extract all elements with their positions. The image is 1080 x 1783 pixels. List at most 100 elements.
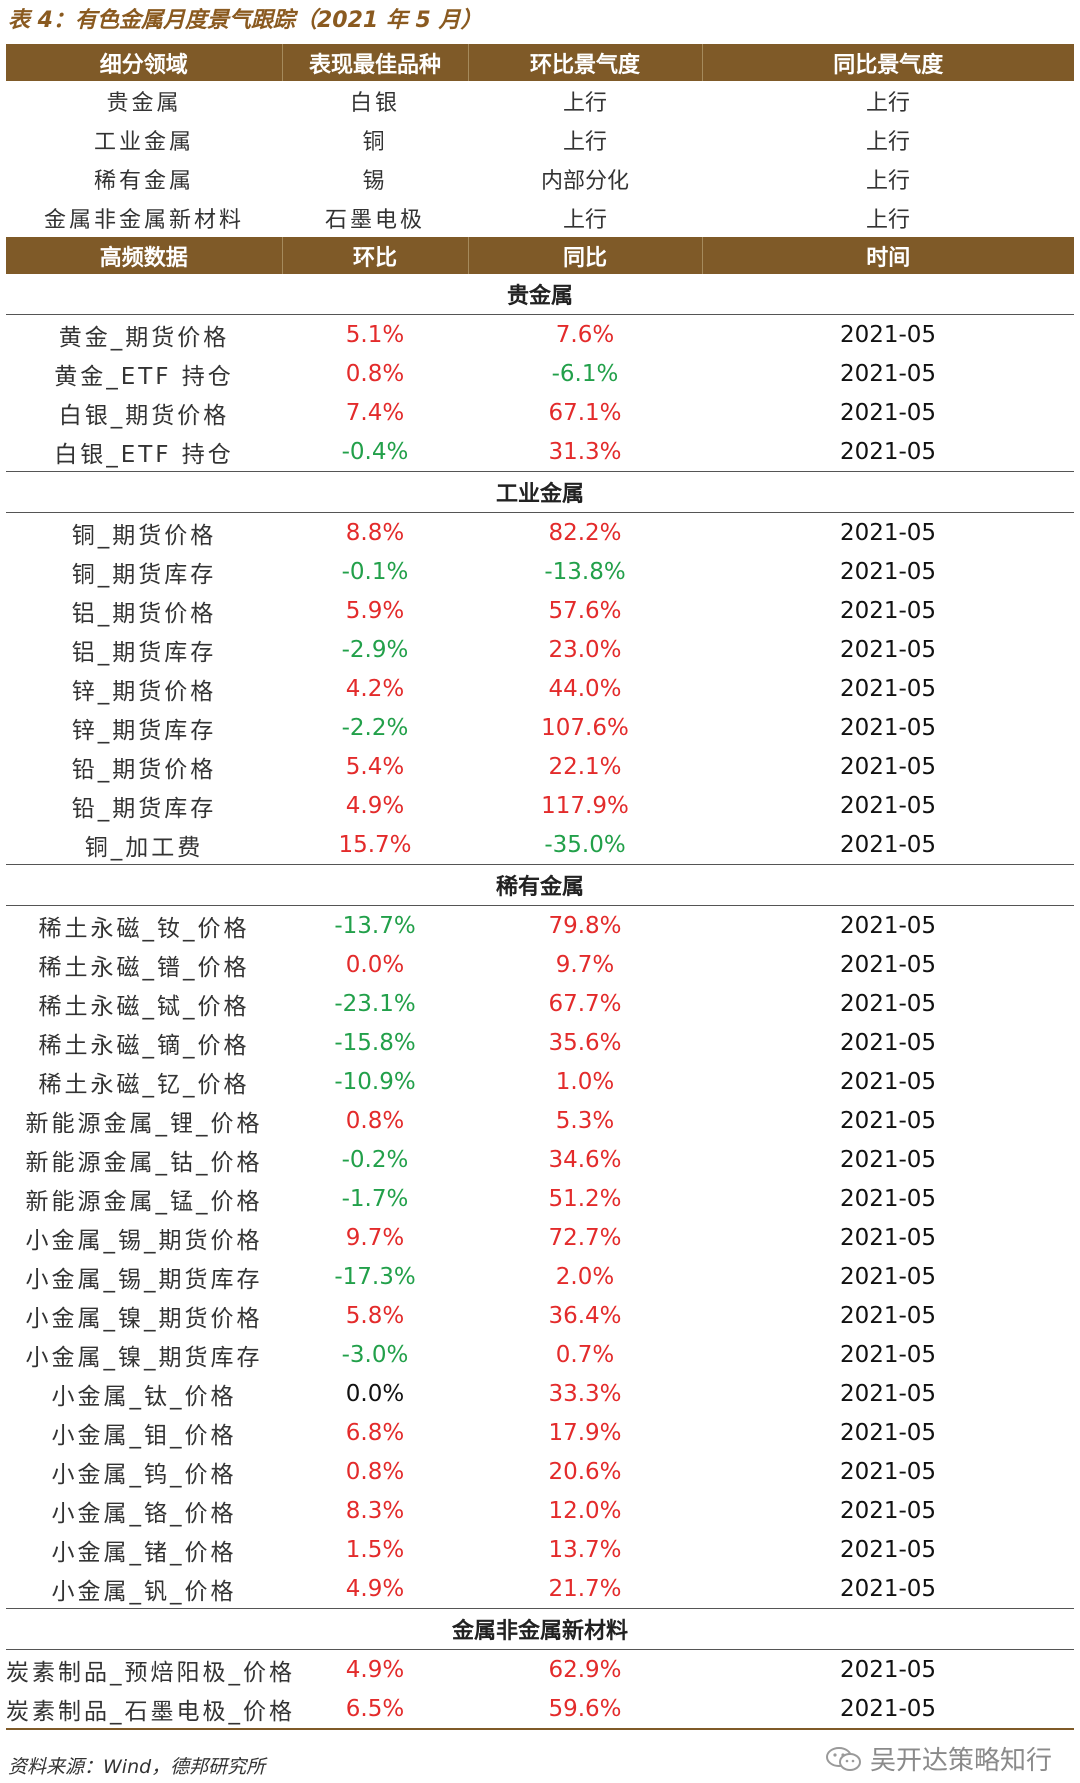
section-title: 工业金属 [6, 471, 1074, 513]
yoy-value: 117.9% [541, 792, 629, 819]
indicator-name: 铅_期货库存 [71, 795, 217, 822]
period: 2021-05 [839, 519, 937, 546]
summary-row: 金属非金属新材料 石墨电极 上行 上行 [6, 198, 1074, 237]
col-header-yoy: 同比 [468, 237, 703, 274]
data-row: 稀土永磁_镨_价格 0.0% 9.7% 2021-05 [6, 945, 1074, 984]
best-variety: 石墨电极 [324, 207, 425, 233]
indicator-name: 铜_期货库存 [71, 561, 217, 588]
col-header-hf-data: 高频数据 [6, 237, 283, 274]
data-row: 炭素制品_石墨电极_价格 6.5% 59.6% 2021-05 [6, 1689, 1074, 1730]
indicator-name: 稀土永磁_铽_价格 [38, 993, 250, 1020]
section-header-row: 金属非金属新材料 [6, 1608, 1074, 1650]
yoy-value: 34.6% [548, 1146, 622, 1173]
indicator-name: 小金属_钨_价格 [51, 1461, 237, 1488]
indicator-name: 锌_期货库存 [71, 717, 217, 744]
mom-value: 6.5% [282, 1689, 468, 1730]
indicator-name: 小金属_锡_期货库存 [25, 1266, 263, 1293]
indicator-name: 稀土永磁_钕_价格 [38, 915, 250, 942]
yoy-value: 0.7% [555, 1341, 615, 1368]
indicator-name: 小金属_镍_期货价格 [25, 1305, 263, 1332]
indicator-name: 稀土永磁_镝_价格 [38, 1032, 250, 1059]
mom-value: -0.1% [341, 558, 409, 585]
data-row: 新能源金属_钴_价格 -0.2% 34.6% 2021-05 [6, 1140, 1074, 1179]
mom-value: -0.4% [282, 432, 468, 472]
yoy-value: 17.9% [548, 1419, 622, 1446]
col-header-time: 时间 [702, 237, 1074, 274]
data-row: 稀土永磁_铽_价格 -23.1% 67.7% 2021-05 [6, 984, 1074, 1023]
yoy-value: 72.7% [548, 1224, 622, 1251]
data-row: 小金属_锡_期货价格 9.7% 72.7% 2021-05 [6, 1218, 1074, 1257]
indicator-name: 炭素制品_石墨电极_价格 [6, 1689, 292, 1730]
yoy-value: 82.2% [548, 519, 622, 546]
mom-value: -2.2% [341, 714, 409, 741]
data-row: 铅_期货库存 4.9% 117.9% 2021-05 [6, 786, 1074, 825]
best-variety: 锡 [362, 168, 388, 194]
period: 2021-05 [839, 1458, 937, 1485]
section-header-row: 贵金属 [6, 274, 1074, 315]
period: 2021-05 [839, 1302, 937, 1329]
indicator-name: 小金属_钼_价格 [51, 1422, 237, 1449]
mom-value: 8.3% [345, 1497, 405, 1524]
mom-value: 0.0% [345, 951, 405, 978]
section-title: 金属非金属新材料 [6, 1608, 1074, 1650]
source-note: 资料来源：Wind，德邦研究所 [8, 1756, 266, 1778]
mom-sentiment: 上行 [562, 129, 607, 155]
indicator-name: 小金属_钒_价格 [6, 1569, 282, 1609]
summary-row: 工业金属 铜 上行 上行 [6, 120, 1074, 159]
yoy-value: 20.6% [548, 1458, 622, 1485]
yoy-value: 35.6% [548, 1029, 622, 1056]
data-row: 铜_期货库存 -0.1% -13.8% 2021-05 [6, 552, 1074, 591]
mom-value: 4.9% [282, 1569, 468, 1609]
yoy-value: 107.6% [541, 714, 629, 741]
mom-value: 0.8% [345, 1458, 405, 1485]
yoy-value: 31.3% [468, 432, 702, 472]
data-row: 小金属_铬_价格 8.3% 12.0% 2021-05 [6, 1491, 1074, 1530]
period: 2021-05 [839, 1656, 937, 1683]
indicator-name: 铅_期货价格 [71, 756, 217, 783]
mom-value: -2.9% [341, 636, 409, 663]
mom-value: -0.2% [341, 1146, 409, 1173]
col-header-best-variety: 表现最佳品种 [282, 44, 469, 81]
period: 2021-05 [702, 1569, 1074, 1609]
section-header-row: 稀有金属 [6, 864, 1074, 906]
data-row: 稀土永磁_镝_价格 -15.8% 35.6% 2021-05 [6, 1023, 1074, 1062]
metals-tracking-table: 细分领域 表现最佳品种 环比景气度 同比景气度 贵金属 白银 上行 上行 工业金属铜上行… [6, 44, 1074, 1730]
data-row: 小金属_锡_期货库存 -17.3% 2.0% 2021-05 [6, 1257, 1074, 1296]
yoy-value: 7.6% [555, 321, 615, 348]
yoy-value: 13.7% [548, 1536, 622, 1563]
section-title: 贵金属 [6, 274, 1074, 315]
yoy-value: 1.0% [555, 1068, 615, 1095]
mom-value: 0.8% [345, 1107, 405, 1134]
indicator-name: 小金属_锡_期货价格 [25, 1227, 263, 1254]
indicator-name: 小金属_钛_价格 [51, 1383, 237, 1410]
mom-value: -17.3% [334, 1263, 416, 1290]
best-variety: 白银 [349, 90, 400, 116]
indicator-name: 黄金_ETF 持仓 [54, 363, 234, 390]
yoy-value: 12.0% [548, 1497, 622, 1524]
mom-value: 9.7% [345, 1224, 405, 1251]
indicator-name: 小金属_铬_价格 [51, 1500, 237, 1527]
mom-value: 8.8% [345, 519, 405, 546]
indicator-name: 锌_期货价格 [71, 678, 217, 705]
yoy-value: 5.3% [555, 1107, 615, 1134]
indicator-name: 炭素制品_预焙阳极_价格 [6, 1659, 295, 1686]
data-row: 新能源金属_锰_价格 -1.7% 51.2% 2021-05 [6, 1179, 1074, 1218]
period: 2021-05 [839, 675, 937, 702]
indicator-name: 小金属_镍_期货库存 [25, 1344, 263, 1371]
period: 2021-05 [839, 753, 937, 780]
mom-value: 7.4% [345, 399, 405, 426]
mom-value: -13.7% [334, 912, 416, 939]
period: 2021-05 [839, 360, 937, 387]
yoy-sentiment: 上行 [865, 207, 910, 233]
summary-row: 稀有金属 锡 内部分化 上行 [6, 159, 1074, 198]
yoy-value: 23.0% [548, 636, 622, 663]
period: 2021-05 [702, 825, 1074, 865]
table-title: 表 4：有色金属月度景气跟踪（2021 年 5 月） [8, 8, 483, 33]
period: 2021-05 [839, 1341, 937, 1368]
yoy-value: 9.7% [555, 951, 615, 978]
period: 2021-05 [839, 321, 937, 348]
data-row: 小金属_钼_价格 6.8% 17.9% 2021-05 [6, 1413, 1074, 1452]
sector-name: 稀有金属 [93, 168, 194, 194]
data-row: 小金属_镍_期货库存 -3.0% 0.7% 2021-05 [6, 1335, 1074, 1374]
yoy-value: 36.4% [548, 1302, 622, 1329]
